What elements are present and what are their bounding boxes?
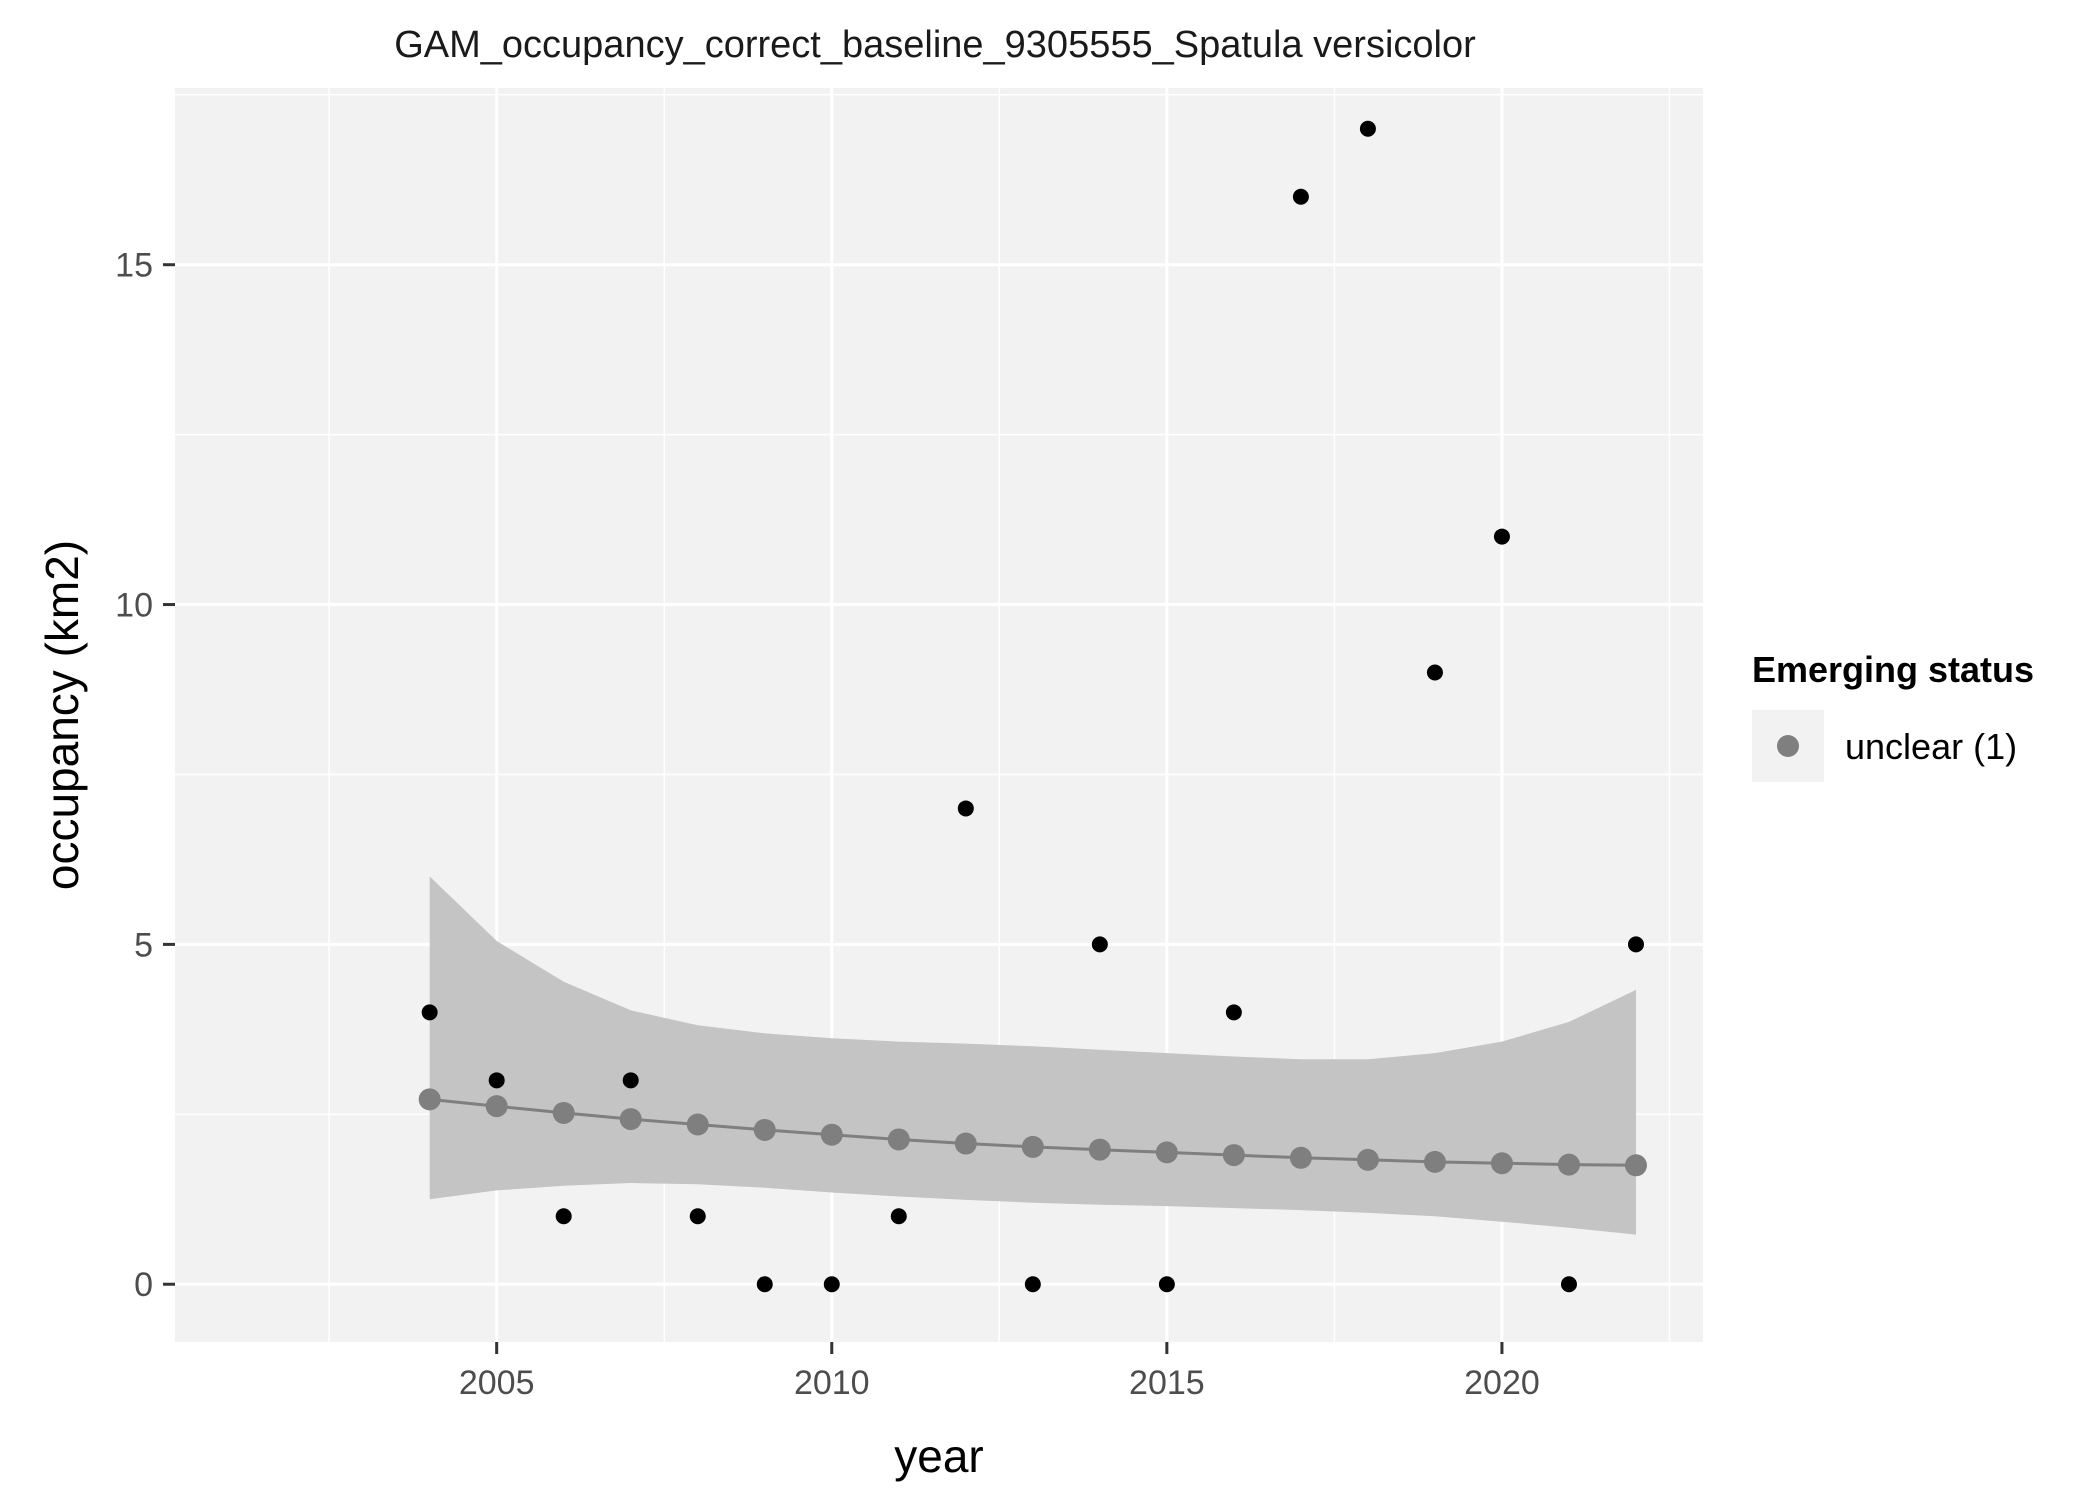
x-axis: 2005 2010 2015 2020 [459,1342,1540,1402]
observed-point [1627,936,1644,953]
fitted-point [1624,1154,1647,1177]
observed-point [1493,528,1510,545]
fitted-points [418,1088,1647,1177]
observed-point [957,800,974,817]
observed-point [823,1276,840,1293]
observed-point [488,1072,505,1089]
observed-point [1560,1276,1577,1293]
fitted-point [1289,1146,1312,1169]
fitted-point [619,1108,642,1131]
y-axis: 0 5 10 15 [115,247,175,1304]
observed-point [1359,120,1376,137]
fitted-point [552,1101,575,1124]
fitted-point [1490,1152,1513,1175]
observed-point [622,1072,639,1089]
fitted-point [1356,1148,1379,1171]
y-tick-label: 15 [115,247,153,285]
observed-point [555,1208,572,1225]
fitted-point [1557,1153,1580,1176]
x-tick-label: 2005 [459,1364,535,1402]
fitted-point [1155,1141,1178,1164]
observed-points [421,120,1644,1293]
confidence-ribbon [429,876,1637,1235]
fitted-point [1423,1150,1446,1173]
fitted-point [753,1118,776,1141]
y-tick-label: 10 [115,587,153,625]
fitted-point [1088,1138,1111,1161]
x-tick-label: 2020 [1464,1364,1540,1402]
observed-point [689,1208,706,1225]
observed-point [890,1208,907,1225]
legend-key-swatch [1777,735,1799,757]
observed-point [1292,188,1309,205]
observed-point [1426,664,1443,681]
fitted-point [1021,1135,1044,1158]
fitted-point [418,1088,441,1111]
observed-point [1024,1276,1041,1293]
x-tick-label: 2015 [1129,1364,1205,1402]
fitted-point [820,1123,843,1146]
observed-point [1158,1276,1175,1293]
x-tick-label: 2010 [794,1364,870,1402]
legend-title: Emerging status [1752,649,2034,690]
y-axis-title: occupancy (km2) [36,540,88,890]
fitted-point [1222,1144,1245,1167]
observed-point [421,1004,438,1021]
legend-entry-label: unclear (1) [1845,726,2017,767]
fitted-point [686,1113,709,1136]
fitted-point [887,1128,910,1151]
observed-point [1091,936,1108,953]
observed-point [756,1276,773,1293]
legend: Emerging status unclear (1) [1752,649,2034,782]
y-tick-label: 5 [134,926,153,964]
chart-title: GAM_occupancy_correct_baseline_9305555_S… [394,24,1476,66]
y-tick-label: 0 [134,1266,153,1304]
fitted-point [485,1095,508,1118]
observed-point [1225,1004,1242,1021]
x-axis-title: year [894,1430,983,1482]
fitted-point [954,1132,977,1155]
